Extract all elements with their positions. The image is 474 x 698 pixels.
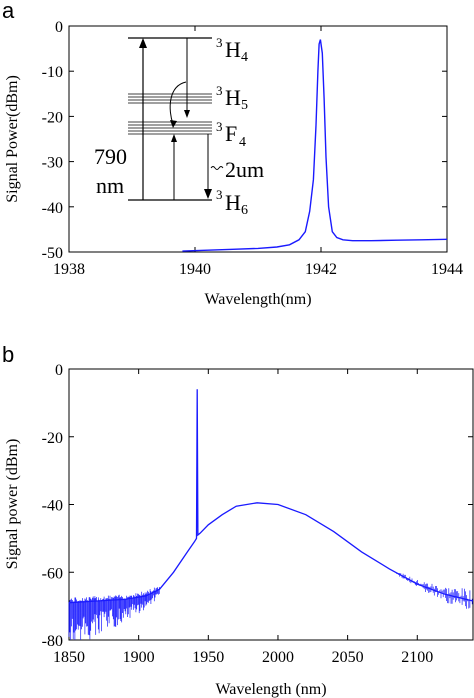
svg-text:6: 6: [241, 203, 248, 218]
panel-b-label: b: [2, 342, 14, 367]
svg-text:3: 3: [216, 83, 223, 98]
panel-a-ticks: 1938 1940 1942 1944 0 -10 -20 -30 -40 -50: [42, 19, 463, 278]
x-tick-label: 1850: [53, 649, 85, 666]
relaxation-curve-arrow-head: [170, 120, 177, 128]
panel-a-series-line: [182, 39, 448, 252]
svg-text:H: H: [225, 37, 241, 62]
level-label-3F4: 3 F 4: [216, 119, 246, 150]
y-tick-label: -80: [42, 633, 63, 650]
x-tick-label: 2100: [401, 649, 433, 666]
x-tick-label: 1942: [305, 261, 337, 278]
x-tick-label: 2000: [262, 649, 294, 666]
x-tick-label: 1940: [179, 261, 211, 278]
svg-text:H: H: [225, 85, 241, 110]
relaxation-curve-arrow: [169, 81, 187, 125]
energy-level-inset: [128, 37, 224, 201]
y-tick-label: -40: [42, 200, 63, 217]
x-tick-label: 1938: [53, 261, 85, 278]
level-label-3H5: 3 H 5: [216, 83, 248, 113]
y-tick-label: 0: [55, 362, 63, 379]
pump-label-790: 790: [94, 144, 127, 169]
panel-b-xlabel: Wavelength (nm): [215, 681, 326, 698]
panel-a-xlabel: Wavelength(nm): [204, 291, 311, 308]
pump-arrow-head: [139, 38, 147, 48]
x-tick-label: 1900: [123, 649, 155, 666]
svg-text:5: 5: [241, 98, 248, 113]
x-tick-label: 2050: [332, 649, 364, 666]
emission-label: 2um: [225, 157, 264, 182]
x-tick-label: 1944: [431, 261, 463, 278]
y-tick-label: -10: [42, 64, 63, 81]
emission-arrow-head: [204, 189, 212, 199]
y-tick-label: -20: [42, 109, 63, 126]
y-tick-label: -20: [42, 430, 63, 447]
level-label-3H4: 3 H 4: [216, 35, 248, 65]
y-tick-label: -40: [42, 498, 63, 515]
svg-text:3: 3: [216, 187, 223, 202]
y-tick-label: -60: [42, 565, 63, 582]
panel-a: a 1938 1940 1942 1944 0 -10 -20 -30 -40 -50 Wavel…: [2, 0, 463, 308]
level-label-3H6: 3 H 6: [216, 187, 248, 218]
svg-text:3: 3: [216, 119, 223, 134]
photon-wavy-line: [210, 166, 224, 170]
svg-text:F: F: [225, 121, 237, 146]
panel-b-series-line: [68, 389, 474, 604]
transition-up-arrow-head: [171, 134, 177, 142]
panel-b-ylabel: Signal power (dBm): [4, 439, 21, 570]
y-tick-label: -30: [42, 155, 63, 172]
panel-a-ylabel: Signal Power(dBm): [4, 75, 21, 203]
panel-a-axes-frame: [68, 25, 448, 253]
x-tick-label: 1950: [192, 649, 224, 666]
panel-b-noise-trace: [68, 572, 473, 640]
svg-text:H: H: [225, 190, 241, 215]
svg-text:4: 4: [241, 50, 248, 65]
panel-b: b 1850 1900 1950 2000 2050 21000-20-40-60-80 …: [2, 342, 474, 698]
svg-text:3: 3: [216, 35, 223, 50]
panel-b-ticks: 1850 1900 1950 2000 2050 2100 0 -20 -40 -60 -80: [42, 362, 473, 666]
cross-relaxation-down-arrow-head: [184, 110, 190, 118]
panel-a-label: a: [2, 0, 15, 23]
svg-text:4: 4: [239, 135, 246, 150]
pump-label-nm: nm: [96, 173, 124, 198]
y-tick-label: -50: [42, 245, 63, 262]
y-tick-label: 0: [55, 19, 63, 36]
